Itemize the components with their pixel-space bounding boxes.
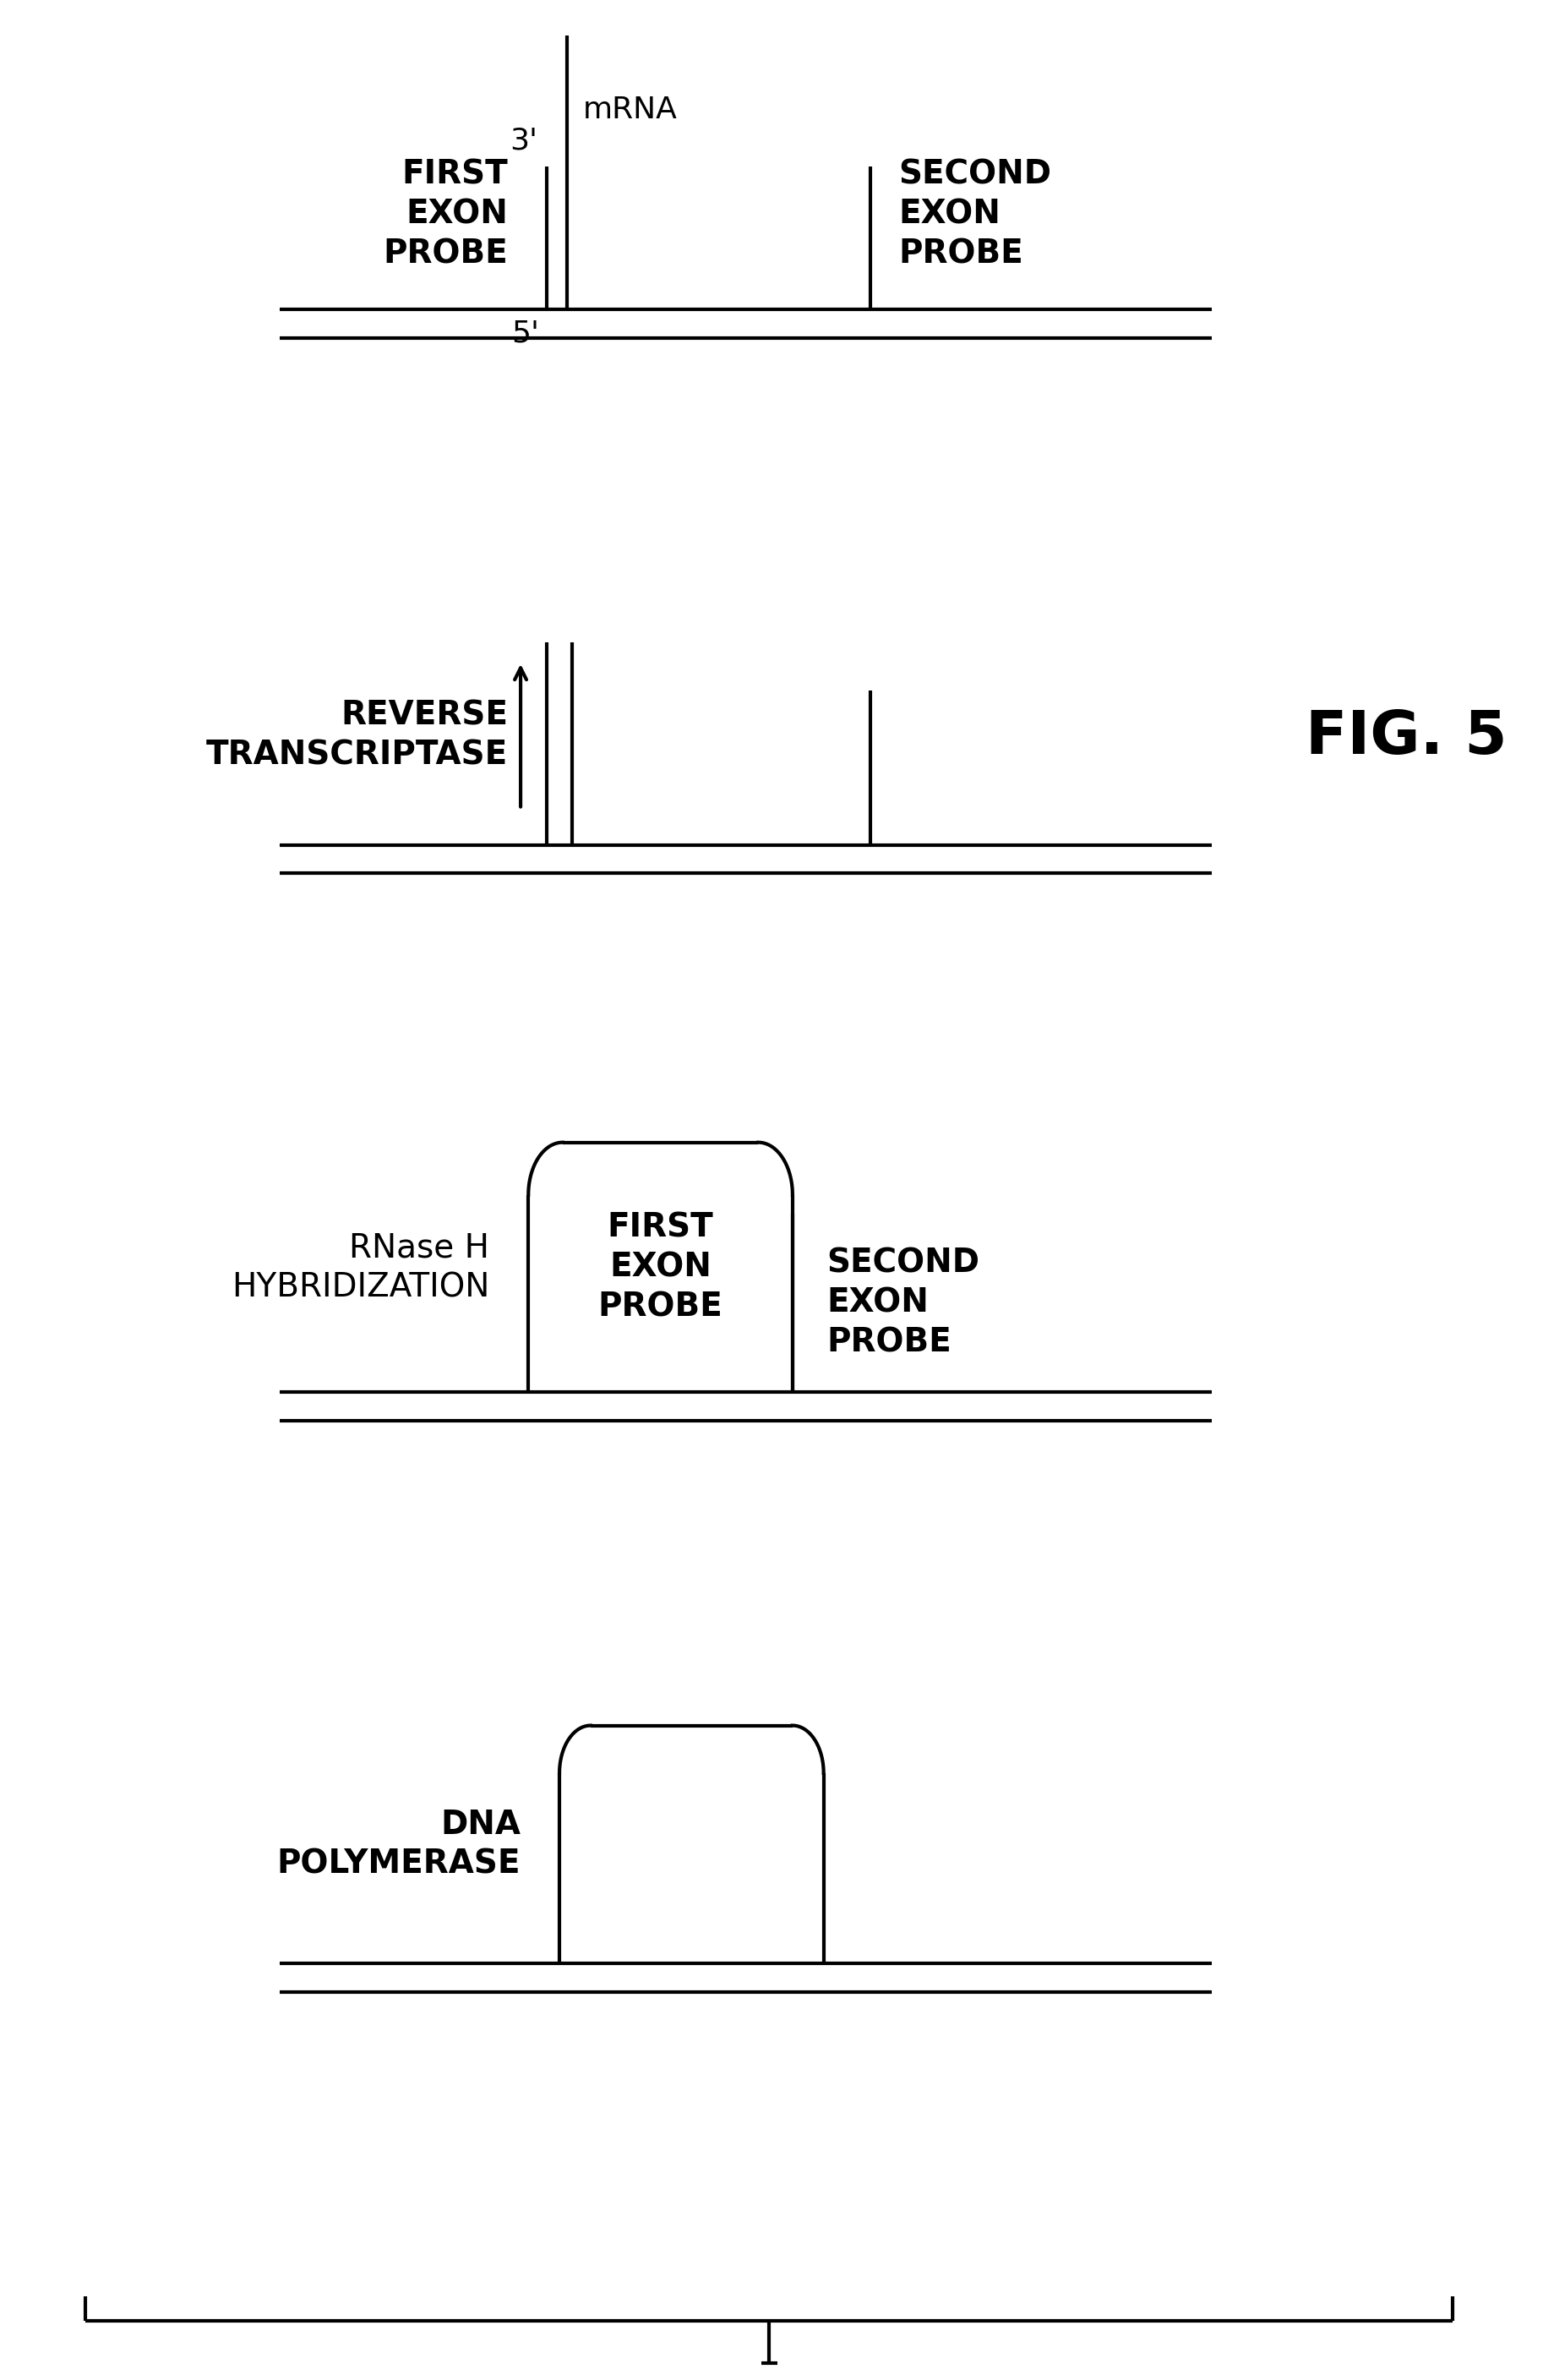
Text: mRNA: mRNA <box>583 95 678 124</box>
Text: DNA
POLYMERASE: DNA POLYMERASE <box>277 1809 521 1880</box>
Text: FIRST
EXON
PROBE: FIRST EXON PROBE <box>384 159 508 269</box>
Text: FIRST
EXON
PROBE: FIRST EXON PROBE <box>598 1211 723 1323</box>
Text: SECOND
EXON
PROBE: SECOND EXON PROBE <box>827 1247 979 1359</box>
Text: RNase H
HYBRIDIZATION: RNase H HYBRIDIZATION <box>232 1230 490 1304</box>
Text: REVERSE
TRANSCRIPTASE: REVERSE TRANSCRIPTASE <box>207 700 508 771</box>
Text: FIG. 5: FIG. 5 <box>1305 709 1507 766</box>
Text: 3': 3' <box>510 126 538 155</box>
Text: SECOND
EXON
PROBE: SECOND EXON PROBE <box>898 159 1051 269</box>
Text: 5': 5' <box>511 319 539 347</box>
